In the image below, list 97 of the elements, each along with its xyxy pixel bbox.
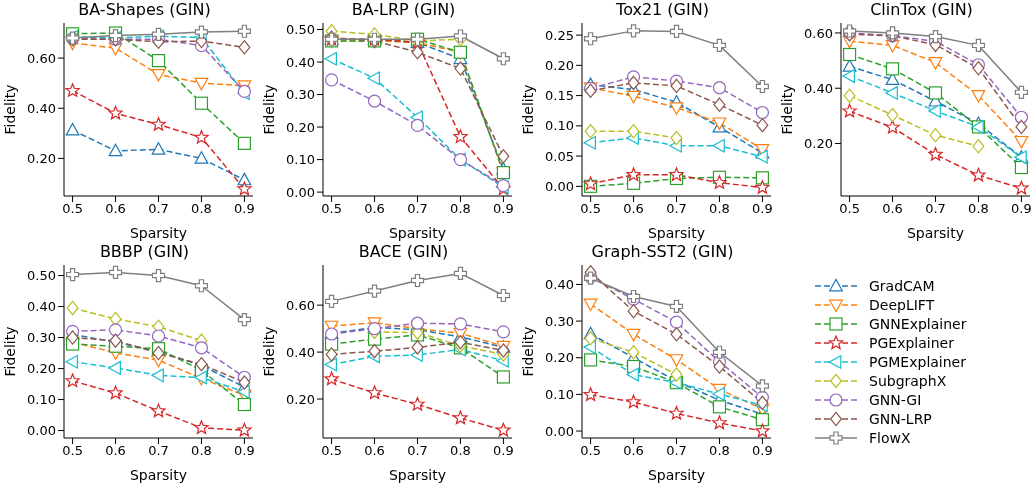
y-tick-label: 0.60 <box>286 297 315 313</box>
legend-label: GNN-GI <box>869 391 922 408</box>
x-tick-label: 0.7 <box>666 201 687 217</box>
x-tick-label: 0.5 <box>321 443 342 459</box>
y-axis-title: Fidelity <box>519 84 536 135</box>
legend-label: SubgraphX <box>869 372 947 389</box>
y-tick-label: 0.30 <box>286 87 315 103</box>
y-tick-label: 0.40 <box>804 80 833 96</box>
x-tick-label: 0.9 <box>752 443 773 459</box>
y-tick-label: 0.00 <box>286 184 315 200</box>
y-axis-title: Fidelity <box>260 326 277 377</box>
x-tick-label: 0.9 <box>1011 201 1032 217</box>
chart-title: Graph-SST2 (GIN) <box>590 242 735 262</box>
x-axis-title: Sparsity <box>388 467 447 483</box>
x-tick-label: 0.9 <box>493 201 514 217</box>
x-tick-label: 0.6 <box>623 201 644 217</box>
y-axis-title: Fidelity <box>1 326 18 377</box>
chart-title: BA-Shapes (GIN) <box>77 0 212 20</box>
x-axis-title: Sparsity <box>647 467 706 483</box>
x-axis-title: Sparsity <box>129 467 188 483</box>
y-tick-label: 0.10 <box>286 152 315 168</box>
y-tick-label: 0.60 <box>804 25 833 41</box>
y-tick-label: 0.10 <box>27 392 56 408</box>
y-tick-label: 0.25 <box>545 27 574 43</box>
chart-title: ClinTox (GIN) <box>869 0 974 20</box>
x-tick-label: 0.7 <box>666 443 687 459</box>
y-tick-label: 0.15 <box>545 88 574 104</box>
y-tick-label: 0.40 <box>286 344 315 360</box>
x-axis-title: Sparsity <box>129 225 188 241</box>
chart-title: BACE (GIN) <box>357 242 450 262</box>
legend-label: DeepLIFT <box>869 296 935 313</box>
y-axis-title: Fidelity <box>1 84 18 135</box>
x-tick-label: 0.8 <box>968 201 989 217</box>
x-tick-label: 0.5 <box>580 201 601 217</box>
y-tick-label: 0.10 <box>545 387 574 402</box>
y-tick-label: 0.00 <box>27 423 56 439</box>
legend-label: PGMExplainer <box>869 353 966 370</box>
y-tick-label: 0.20 <box>545 57 574 73</box>
x-tick-label: 0.8 <box>450 201 471 217</box>
y-tick-label: 0.10 <box>545 118 574 134</box>
x-axis-title: Sparsity <box>388 225 447 241</box>
legend-label: GradCAM <box>869 277 935 294</box>
y-tick-label: 0.20 <box>804 136 833 152</box>
x-tick-label: 0.9 <box>752 201 773 217</box>
x-tick-label: 0.7 <box>148 443 169 459</box>
x-tick-label: 0.5 <box>62 443 83 459</box>
y-tick-label: 0.40 <box>286 54 315 70</box>
y-tick-label: 0.20 <box>27 151 56 167</box>
y-tick-label: 0.20 <box>286 119 315 135</box>
x-tick-label: 0.5 <box>62 201 83 217</box>
x-tick-label: 0.6 <box>882 201 903 217</box>
chart-title: BBBP (GIN) <box>98 242 191 262</box>
x-tick-label: 0.8 <box>709 443 730 459</box>
legend-label: PGExplainer <box>869 334 954 351</box>
y-tick-label: 0.20 <box>27 361 56 377</box>
y-tick-label: 0.40 <box>27 100 56 116</box>
x-tick-label: 0.8 <box>191 201 212 217</box>
x-tick-label: 0.7 <box>407 201 428 217</box>
x-tick-label: 0.6 <box>623 443 644 459</box>
x-tick-label: 0.9 <box>234 443 255 459</box>
y-axis-title: Fidelity <box>260 84 277 135</box>
x-axis-title: Sparsity <box>906 225 965 241</box>
x-tick-label: 0.6 <box>364 443 385 459</box>
y-tick-label: 0.05 <box>545 148 574 164</box>
chart-title: BA-LRP (GIN) <box>350 0 457 20</box>
x-tick-label: 0.7 <box>407 443 428 459</box>
y-tick-label: 0.60 <box>27 50 56 66</box>
x-tick-label: 0.5 <box>580 443 601 459</box>
y-tick-label: 0.30 <box>545 313 574 329</box>
y-tick-label: 0.50 <box>27 268 56 284</box>
x-axis-title: Sparsity <box>647 225 706 241</box>
legend-label: GNN-LRP <box>869 410 932 427</box>
x-tick-label: 0.9 <box>234 201 255 217</box>
y-tick-label: 0.20 <box>286 391 315 407</box>
y-tick-label: 0.50 <box>286 22 315 38</box>
x-tick-label: 0.6 <box>364 201 385 217</box>
x-tick-label: 0.7 <box>148 201 169 217</box>
x-tick-label: 0.6 <box>105 201 126 217</box>
y-axis-title: Fidelity <box>519 326 536 377</box>
x-tick-label: 0.8 <box>191 443 212 459</box>
x-tick-label: 0.9 <box>493 443 514 459</box>
chart-title: Tox21 (GIN) <box>615 0 710 20</box>
x-tick-label: 0.6 <box>105 443 126 459</box>
y-tick-label: 0.40 <box>27 299 56 315</box>
y-tick-label: 0.20 <box>545 350 574 366</box>
x-tick-label: 0.8 <box>450 443 471 459</box>
y-tick-label: 0.00 <box>545 178 574 194</box>
x-tick-label: 0.8 <box>709 201 730 217</box>
legend-label: GNNExplainer <box>869 315 967 332</box>
y-tick-label: 0.40 <box>545 277 574 293</box>
legend-label: FlowX <box>869 429 911 446</box>
x-tick-label: 0.7 <box>925 201 946 217</box>
x-tick-label: 0.5 <box>839 201 860 217</box>
y-tick-label: 0.00 <box>545 423 574 439</box>
y-tick-label: 0.30 <box>27 330 56 346</box>
x-tick-label: 0.5 <box>321 201 342 217</box>
y-axis-title: Fidelity <box>778 84 795 135</box>
